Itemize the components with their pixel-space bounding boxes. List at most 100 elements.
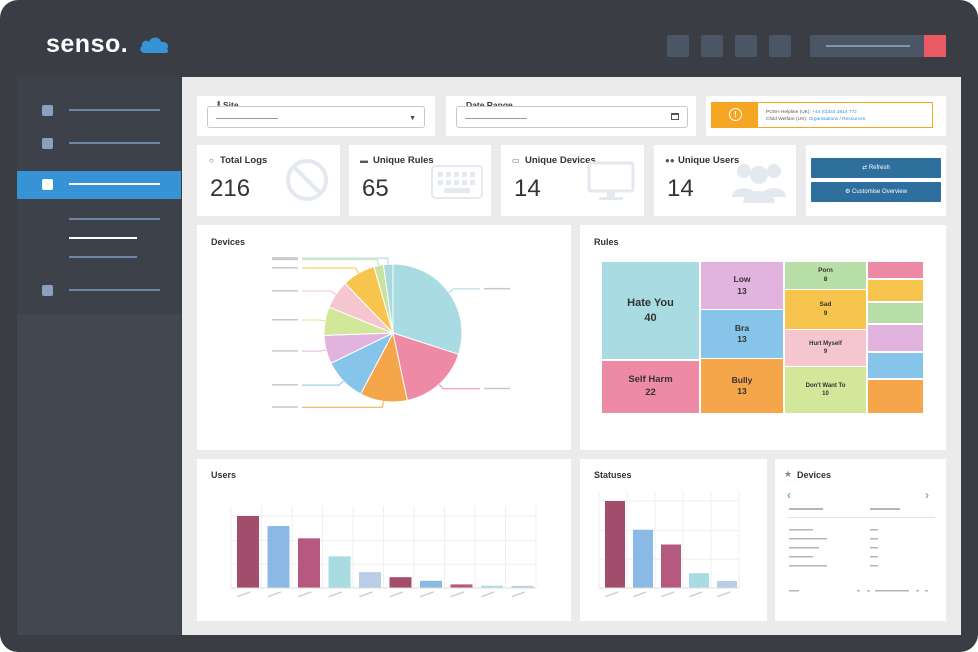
- pie-slice[interactable]: [392, 332, 460, 402]
- site-select[interactable]: ▼: [207, 106, 425, 128]
- treemap-cell[interactable]: [868, 380, 923, 413]
- treemap-label: Hurt Myself: [809, 340, 842, 347]
- chevron-down-icon: ▼: [409, 115, 416, 122]
- welfare-link[interactable]: Organisations / Resources: [808, 117, 866, 122]
- sidebar-item-active[interactable]: [17, 171, 181, 199]
- bar[interactable]: [389, 577, 412, 588]
- treemap-cell[interactable]: [868, 325, 923, 351]
- pie-label-placeholder: [272, 318, 298, 321]
- tick-label-placeholder: [328, 591, 343, 598]
- bar[interactable]: [267, 526, 290, 588]
- star-icon: ★: [784, 469, 793, 479]
- bar[interactable]: [359, 572, 381, 588]
- sidebar-subitem-3[interactable]: [69, 256, 137, 258]
- pie-leader-line: [302, 380, 344, 386]
- welfare-label: Child Welfare (US):: [766, 117, 808, 122]
- monitor-watermark-icon: [587, 161, 635, 200]
- stat-card-total-logs: ○ Total Logs 216: [197, 145, 340, 216]
- header-button-4[interactable]: [769, 35, 791, 57]
- bar[interactable]: [328, 556, 351, 588]
- devices-pie-chart: [272, 257, 510, 408]
- bar[interactable]: [689, 573, 709, 588]
- treemap-cell[interactable]: [868, 303, 923, 323]
- pin-icon: ▮: [217, 101, 221, 107]
- treemap-value: 9: [823, 309, 828, 317]
- treemap-cell[interactable]: [868, 262, 923, 278]
- users-bar-chart: [230, 506, 537, 598]
- pie-leader-line: [302, 257, 389, 265]
- bar[interactable]: [717, 581, 737, 588]
- pie-label-placeholder: [484, 287, 510, 290]
- pie-label-placeholder: [272, 384, 298, 386]
- treemap-cell[interactable]: Low 13: [701, 262, 783, 309]
- refresh-button[interactable]: ⇄ Refresh: [811, 158, 941, 178]
- stat-value: 14: [514, 175, 541, 202]
- sidebar-subitem-active[interactable]: [69, 237, 137, 239]
- blocked-icon: [286, 159, 328, 201]
- panel-title: Users: [211, 470, 237, 480]
- statuses-bar-chart: [598, 491, 740, 598]
- tick-label-placeholder: [298, 591, 312, 598]
- pie-slice[interactable]: [392, 263, 463, 355]
- stat-card-unique-devices: ▭ Unique Devices 14: [501, 145, 644, 216]
- pie-label-placeholder: [484, 387, 510, 390]
- bar[interactable]: [420, 580, 442, 588]
- tick-label-placeholder: [267, 591, 282, 598]
- pie-label-placeholder: [272, 406, 298, 408]
- rules-panel: Rules Hate You 40 Self Harm 22 Low 13 Bra 13 Bul…: [580, 225, 946, 450]
- posh-number[interactable]: +44 (0)344 3814 772: [812, 110, 857, 115]
- treemap-cell[interactable]: Don't Want To 10: [785, 367, 866, 413]
- devices-pie-panel: Devices: [197, 225, 571, 450]
- stat-label: Unique Rules: [373, 155, 434, 166]
- bar[interactable]: [605, 501, 625, 588]
- info-icon-box: !: [712, 103, 758, 127]
- treemap-cell[interactable]: [868, 353, 923, 378]
- treemap-value: 13: [737, 285, 747, 296]
- sidebar-item-1[interactable]: [17, 97, 181, 125]
- chevron-right-icon[interactable]: ›: [925, 488, 929, 502]
- actions-card: ⇄ Refresh ⚙ Customise Overview: [806, 145, 946, 216]
- bar[interactable]: [633, 529, 653, 588]
- customise-overview-button[interactable]: ⚙ Customise Overview: [811, 182, 941, 202]
- header-button-2[interactable]: [701, 35, 723, 57]
- treemap-cell[interactable]: Porn 8: [785, 262, 866, 289]
- tick-label-placeholder: [389, 591, 404, 598]
- sidebar-subitem-1[interactable]: [69, 218, 160, 220]
- cloud-icon: [140, 37, 169, 53]
- treemap-cell[interactable]: [868, 280, 923, 301]
- rules-treemap: Hate You 40 Self Harm 22 Low 13 Bra 13 Bully 13 Po…: [580, 225, 946, 450]
- treemap-cell[interactable]: Hate You 40: [602, 262, 699, 359]
- panel-title: Statuses: [594, 470, 632, 480]
- sidebar-lower: [17, 314, 181, 635]
- date-range-input[interactable]: [456, 106, 688, 128]
- treemap-cell[interactable]: Hurt Myself 9: [785, 330, 866, 366]
- chevron-left-icon[interactable]: ‹: [787, 488, 791, 502]
- treemap-cell[interactable]: Self Harm 22: [602, 361, 699, 413]
- treemap-cell[interactable]: Bully 13: [701, 359, 783, 413]
- info-icon: !: [729, 108, 742, 121]
- user-menu[interactable]: [810, 35, 946, 57]
- bar[interactable]: [511, 585, 534, 588]
- stat-card-unique-users: ●● Unique Users 14: [654, 145, 796, 216]
- logout-button[interactable]: [924, 35, 946, 57]
- treemap-value: 22: [645, 387, 656, 398]
- bar[interactable]: [481, 585, 503, 588]
- users-watermark-icon: [732, 164, 786, 203]
- pie-slice[interactable]: [382, 263, 394, 334]
- sidebar-item-2[interactable]: [17, 130, 181, 158]
- treemap-cell[interactable]: Sad 9: [785, 290, 866, 329]
- pie-label-placeholder: [272, 267, 298, 269]
- header-button-3[interactable]: [735, 35, 757, 57]
- bar[interactable]: [237, 516, 259, 588]
- stat-label: Total Logs: [220, 155, 268, 166]
- sidebar-item-4[interactable]: [17, 277, 181, 305]
- treemap-cell[interactable]: Bra 13: [701, 310, 783, 358]
- calendar-icon[interactable]: [671, 113, 679, 120]
- header-button-1[interactable]: [667, 35, 689, 57]
- tick-label-placeholder: [717, 591, 731, 598]
- pie-leader-line: [302, 290, 337, 295]
- bar[interactable]: [450, 584, 473, 588]
- bar[interactable]: [661, 544, 681, 589]
- bar[interactable]: [298, 538, 320, 588]
